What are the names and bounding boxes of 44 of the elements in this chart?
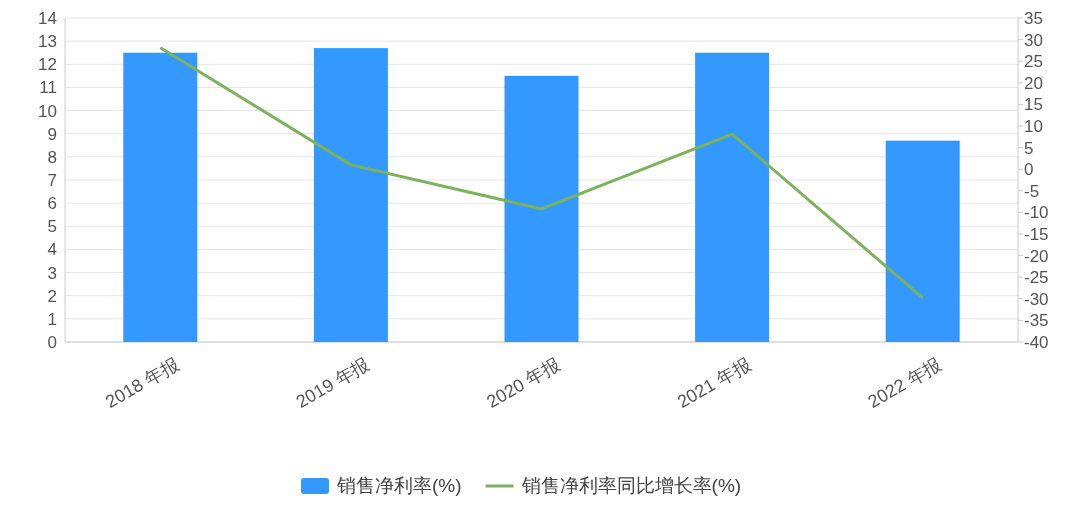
bar: [504, 75, 579, 342]
bar: [695, 52, 770, 342]
y2-tick-label: 10: [1024, 117, 1043, 136]
y2-tick-label: 25: [1024, 52, 1043, 72]
y-tick-label: 12: [38, 55, 57, 75]
y2-tick-label: -5: [1024, 181, 1040, 201]
y-tick-label: 4: [47, 240, 57, 260]
y2-tick-label: -15: [1024, 225, 1049, 244]
y2-tick-label: -25: [1024, 268, 1049, 288]
y2-tick-label: -35: [1024, 311, 1049, 331]
y2-tick-label: 20: [1024, 73, 1043, 93]
y2-tick-label: -40: [1024, 333, 1049, 352]
y-tick-label: 9: [47, 124, 57, 144]
y2-tick-label: -10: [1024, 203, 1049, 223]
y2-tick-label: -20: [1024, 246, 1049, 266]
y-tick-label: 10: [38, 101, 57, 121]
y2-tick-label: 30: [1024, 30, 1043, 50]
y-tick-label: 1: [47, 309, 57, 329]
y2-tick-label: 0: [1024, 160, 1034, 180]
y2-tick-label: 5: [1024, 138, 1034, 158]
y-tick-label: 5: [47, 217, 57, 237]
x-tick-label: 2019 年报: [292, 354, 373, 412]
legend-label: 销售净利率(%): [336, 475, 462, 496]
y2-tick-label: 15: [1024, 95, 1043, 115]
y-tick-label: 14: [38, 9, 57, 28]
y-tick-label: 0: [47, 333, 57, 352]
y-tick-label: 13: [38, 32, 57, 52]
legend-label: 销售净利率同比增长率(%): [520, 475, 742, 496]
x-tick-label: 2022 年报: [864, 354, 945, 412]
x-tick-label: 2020 年报: [483, 354, 564, 412]
bar: [123, 52, 198, 342]
bar: [313, 48, 388, 342]
x-tick-label: 2018 年报: [102, 354, 183, 412]
y-tick-label: 7: [47, 171, 57, 190]
y-tick-label: 6: [47, 194, 57, 214]
y-tick-label: 11: [39, 78, 57, 98]
y-tick-label: 8: [47, 147, 57, 167]
bar: [885, 140, 960, 342]
y-tick-label: 2: [47, 286, 57, 306]
y-tick-label: 3: [47, 263, 57, 283]
y2-tick-label: 35: [1024, 9, 1043, 28]
line-series: [158, 46, 925, 300]
x-tick-label: 2021 年报: [673, 354, 755, 412]
y2-tick-label: -30: [1024, 289, 1049, 309]
